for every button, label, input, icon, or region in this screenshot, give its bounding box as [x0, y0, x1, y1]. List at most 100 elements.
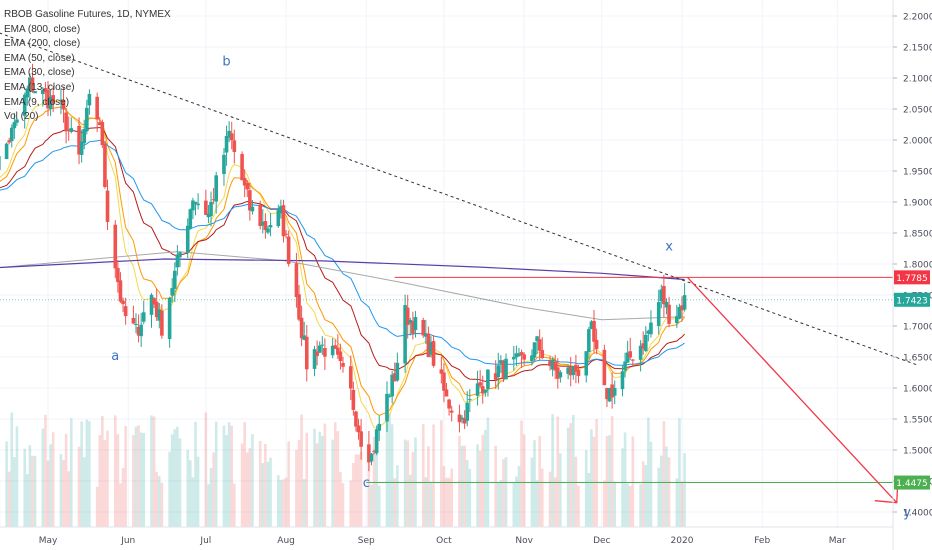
candle-body [286, 236, 291, 264]
candle-body [351, 389, 356, 410]
volume-bar [315, 443, 319, 527]
candle-body [359, 431, 363, 447]
volume-bar [522, 434, 526, 527]
volume-bar [512, 482, 516, 527]
volume-bar [98, 434, 102, 527]
volume-bar [553, 477, 557, 527]
price-badge-resistance [894, 270, 930, 285]
candle-body [677, 306, 682, 319]
candle-body [395, 362, 400, 381]
volume-bar [357, 454, 360, 527]
candle-body [240, 154, 244, 181]
volume-bar [279, 479, 283, 527]
volume-bar [155, 471, 158, 527]
candle-body [680, 305, 684, 311]
chart-legend: RBOB Gasoline Futures, 1D, NYMEX EMA (80… [4, 8, 171, 125]
candle-body [429, 342, 433, 355]
volume-bar [496, 482, 500, 527]
volume-bar [248, 448, 252, 527]
candle-body [592, 321, 596, 342]
candle-body [566, 367, 570, 374]
volume-bar [64, 433, 68, 527]
legend-ema-13[interactable]: EMA (13, close) [4, 81, 75, 93]
volume-bar [209, 468, 213, 527]
volume-bar [680, 481, 684, 527]
price-tick-label: 1.8000 [903, 261, 932, 271]
volume-bar [556, 416, 560, 527]
volume-bar [15, 426, 19, 527]
candle-body [605, 388, 609, 400]
candle-body [139, 324, 143, 337]
volume-bar [49, 444, 52, 527]
legend-ema-9[interactable]: EMA (9, close) [4, 96, 70, 108]
candle-body [97, 122, 102, 125]
candle-body [245, 183, 250, 190]
price-tick-label: 1.9000 [903, 199, 932, 209]
volume-bar [69, 418, 73, 527]
candle-body [154, 301, 159, 318]
volume-bar [295, 449, 298, 527]
volume-bar [233, 483, 236, 527]
candle-body [336, 347, 340, 355]
candle-body [250, 206, 255, 212]
legend-ema-30[interactable]: EMA (30, close) [4, 67, 75, 79]
candle-body [369, 453, 374, 462]
candle-body [167, 297, 172, 340]
volume-bar [484, 429, 487, 527]
legend-ema-800[interactable]: EMA (800, close) [4, 23, 81, 35]
candle-body [299, 317, 304, 339]
volume-bar [429, 481, 433, 527]
candle-body [82, 129, 87, 144]
candle-body [460, 417, 464, 420]
candle-body [499, 360, 503, 364]
candle-body [28, 77, 32, 92]
candle-body [392, 373, 397, 382]
volume-bar [132, 435, 135, 527]
legend-volume[interactable]: Vol (20) [4, 111, 39, 123]
volume-bar [339, 471, 342, 527]
volume-bar [150, 415, 153, 527]
volume-bar [321, 435, 324, 527]
volume-bar [313, 428, 316, 527]
candle-body [638, 345, 643, 360]
candle-body [449, 410, 454, 413]
candle-body [408, 320, 413, 324]
time-tick-label: Sep [358, 536, 375, 546]
volume-bar [331, 439, 334, 527]
candle-body [387, 396, 392, 398]
volume-bar [440, 420, 443, 527]
candle-body [372, 451, 376, 453]
volume-bar [5, 441, 8, 527]
legend-ema-200[interactable]: EMA (200, close) [4, 38, 81, 50]
candle-body [204, 200, 208, 215]
price-badge-support [894, 475, 930, 490]
candle-body [656, 302, 661, 327]
candle-body [511, 356, 516, 360]
volume-bar [481, 435, 485, 527]
volume-bar [667, 457, 671, 527]
volume-bar [341, 483, 345, 527]
ema-50-line [0, 139, 685, 366]
volume-bar [639, 483, 642, 527]
candle-body [136, 326, 141, 336]
legend-ema-50[interactable]: EMA (50, close) [4, 52, 75, 64]
candle-body [664, 301, 669, 308]
price-tick-label: 2.2000 [903, 13, 932, 23]
time-tick-label: Jul [199, 536, 211, 546]
volume-bar [403, 439, 407, 527]
volume-bar [282, 479, 285, 527]
candle-body [444, 389, 449, 397]
candle-body [131, 318, 136, 324]
candle-body [79, 141, 84, 155]
volume-bar [173, 429, 177, 527]
volume-bar [336, 431, 340, 527]
time-tick-label: Dec [593, 536, 610, 546]
candle-body [377, 423, 382, 431]
candle-body [612, 388, 617, 396]
volume-bar [468, 468, 472, 527]
candle-body [209, 201, 213, 217]
volume-bar [603, 480, 606, 527]
volume-bar [152, 416, 156, 527]
volume-bar [478, 450, 482, 527]
